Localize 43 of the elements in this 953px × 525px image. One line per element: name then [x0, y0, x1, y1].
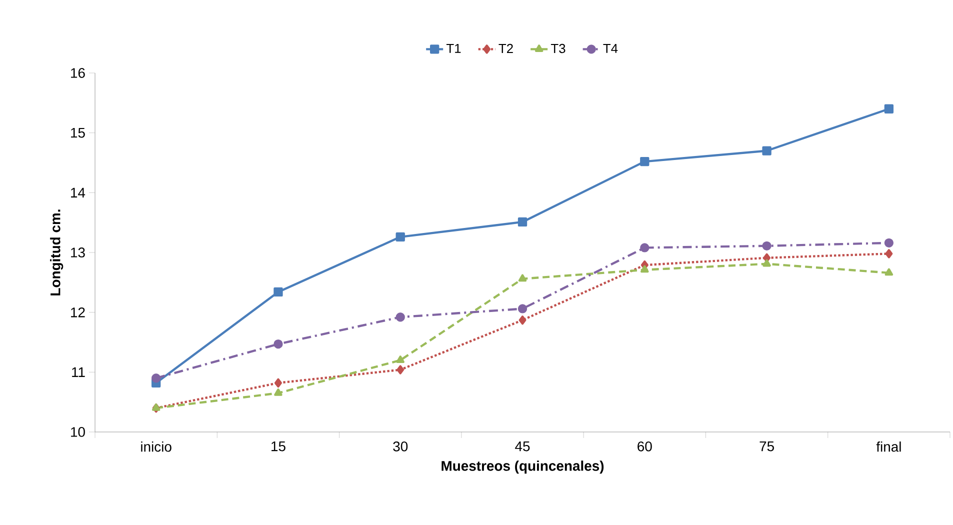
point: [884, 268, 894, 276]
x-tick-label: final: [876, 442, 901, 452]
x-tick-label: 15: [272, 442, 286, 452]
point: [518, 316, 526, 325]
y-tick-label: 11: [72, 367, 85, 377]
x-axis-title: Muestreos (quincenales): [442, 460, 604, 474]
point: [640, 243, 650, 252]
point: [640, 265, 649, 273]
point: [640, 156, 650, 166]
x-tick-label: 45: [515, 442, 530, 452]
point: [152, 374, 161, 383]
point: [396, 356, 404, 364]
point: [518, 274, 527, 282]
point: [396, 365, 404, 374]
point: [884, 104, 894, 114]
y-tick-label: 16: [71, 68, 85, 78]
x-tick-label: 30: [393, 441, 408, 452]
x-tick-label: inicio: [141, 442, 172, 452]
point: [274, 339, 283, 349]
x-tick-label: 60: [638, 441, 652, 452]
point: [396, 312, 405, 322]
point: [762, 259, 771, 267]
point: [518, 217, 528, 227]
x-tick-label: 75: [760, 442, 774, 452]
legend-label: T3: [550, 44, 566, 54]
legend-label: T1: [446, 44, 461, 53]
legend-label: T2: [498, 44, 513, 53]
point: [884, 238, 894, 248]
point: [274, 287, 283, 297]
y-tick-label: 14: [71, 188, 86, 198]
legend-label: T4: [603, 44, 618, 53]
y-tick-label: 12: [71, 307, 85, 318]
point: [762, 241, 772, 250]
y-tick-label: 13: [71, 248, 85, 258]
y-tick-label: 15: [71, 128, 85, 138]
point: [885, 249, 893, 258]
point: [274, 378, 282, 388]
y-tick-label: 10: [71, 427, 85, 437]
point: [762, 146, 772, 156]
y-axis-title: Longitud cm.: [50, 210, 64, 296]
point: [518, 304, 528, 314]
point: [274, 388, 282, 396]
point: [396, 232, 405, 242]
